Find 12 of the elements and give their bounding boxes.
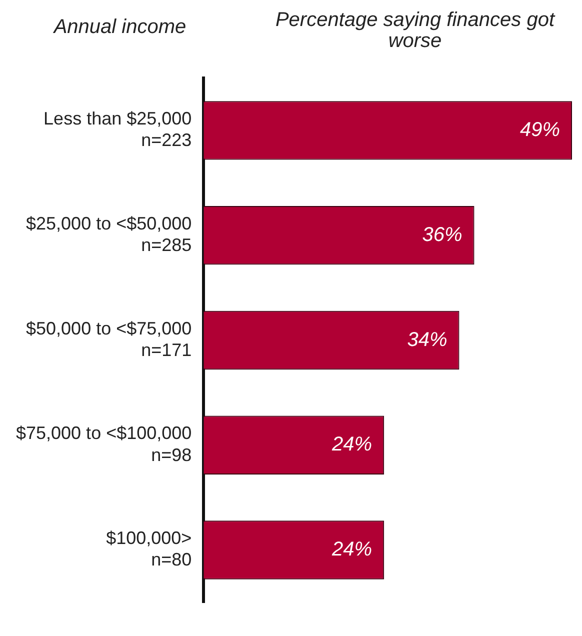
data-label: 24%: [331, 538, 372, 561]
chart-title: Percentage saying finances got worse: [274, 9, 556, 52]
y-tick-label: $75,000 to <$100,000 n=98: [16, 423, 192, 465]
data-label: 34%: [407, 328, 448, 351]
y-tick-label: $25,000 to <$50,000 n=285: [26, 213, 192, 256]
y-tick-label: $100,000> n=80: [106, 528, 192, 570]
y-axis-title: Annual income: [52, 16, 188, 39]
y-tick-label: $50,000 to <$75,000 n=171: [26, 318, 192, 360]
data-label: 49%: [520, 119, 560, 142]
y-tick-label: Less than $25,000 n=223: [44, 108, 192, 150]
data-label: 36%: [422, 224, 462, 246]
data-label: 24%: [331, 434, 372, 456]
